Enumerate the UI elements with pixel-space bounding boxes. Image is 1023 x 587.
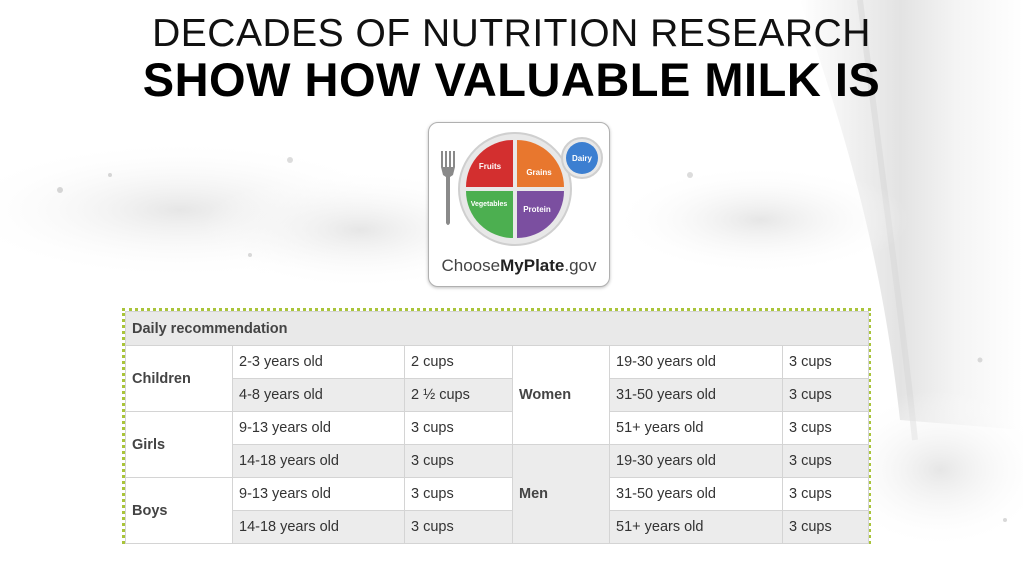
fruits-label: Fruits: [479, 162, 502, 171]
age-cell: 51+ years old: [609, 411, 783, 445]
amount-cell: 3 cups: [781, 378, 870, 412]
title-line-1: DECADES OF NUTRITION RESEARCH: [152, 12, 871, 55]
group-girls: Girls: [125, 411, 233, 478]
age-cell: 9-13 years old: [232, 411, 405, 445]
age-cell: 31-50 years old: [609, 378, 783, 412]
table-row: Children 2-3 years old 2 cups Women 19-3…: [125, 345, 870, 445]
amount-cell: 3 cups: [404, 510, 513, 544]
group-boys: Boys: [125, 477, 233, 544]
age-cell: 19-30 years old: [609, 444, 783, 478]
table-row: 4-8 years old 2 ½ cups 31-50 years old 3…: [126, 378, 870, 412]
age-cell: 14-18 years old: [232, 444, 405, 478]
dairy-label: Dairy: [572, 154, 593, 163]
table-row: Girls 9-13 years old 3 cups 51+ years ol…: [125, 411, 870, 478]
grains-label: Grains: [526, 168, 552, 177]
table-header: Daily recommendation: [124, 311, 870, 346]
myplate-icon: Fruits Grains Vegetables Protein Dairy: [441, 132, 603, 246]
daily-recommendation-table: Daily recommendation Children 2-3 years …: [122, 308, 871, 544]
group-women: Women: [512, 345, 610, 445]
age-cell: 51+ years old: [609, 510, 783, 544]
amount-cell: 3 cups: [781, 444, 870, 478]
vegetables-label: Vegetables: [471, 201, 508, 208]
amount-cell: 3 cups: [404, 411, 513, 445]
amount-cell: 3 cups: [781, 345, 870, 379]
table-row: Boys 9-13 years old 3 cups 31-50 years o…: [125, 477, 870, 544]
fork-icon: [441, 151, 455, 225]
age-cell: 2-3 years old: [232, 345, 405, 379]
protein-label: Protein: [523, 205, 551, 214]
age-cell: 19-30 years old: [609, 345, 783, 379]
group-men: Men: [512, 444, 610, 544]
choosemyplate-wordmark: ChooseMyPlate.gov: [441, 256, 597, 275]
title-line-2: SHOW HOW VALUABLE MILK IS: [142, 53, 881, 106]
group-children: Children: [125, 345, 233, 412]
age-cell: 14-18 years old: [232, 510, 405, 544]
myplate-logo: Fruits Grains Vegetables Protein Dairy C…: [428, 122, 610, 287]
table-row: 14-18 years old 3 cups 51+ years old 3 c…: [126, 510, 870, 544]
table-row: 14-18 years old 3 cups Men 19-30 years o…: [126, 444, 870, 544]
amount-cell: 3 cups: [781, 411, 870, 445]
age-cell: 4-8 years old: [232, 378, 405, 412]
amount-cell: 3 cups: [781, 510, 870, 544]
age-cell: 9-13 years old: [232, 477, 405, 511]
amount-cell: 3 cups: [781, 477, 870, 511]
age-cell: 31-50 years old: [609, 477, 783, 511]
amount-cell: 3 cups: [404, 477, 513, 511]
amount-cell: 2 cups: [404, 345, 513, 379]
amount-cell: 2 ½ cups: [404, 378, 513, 412]
amount-cell: 3 cups: [404, 444, 513, 478]
